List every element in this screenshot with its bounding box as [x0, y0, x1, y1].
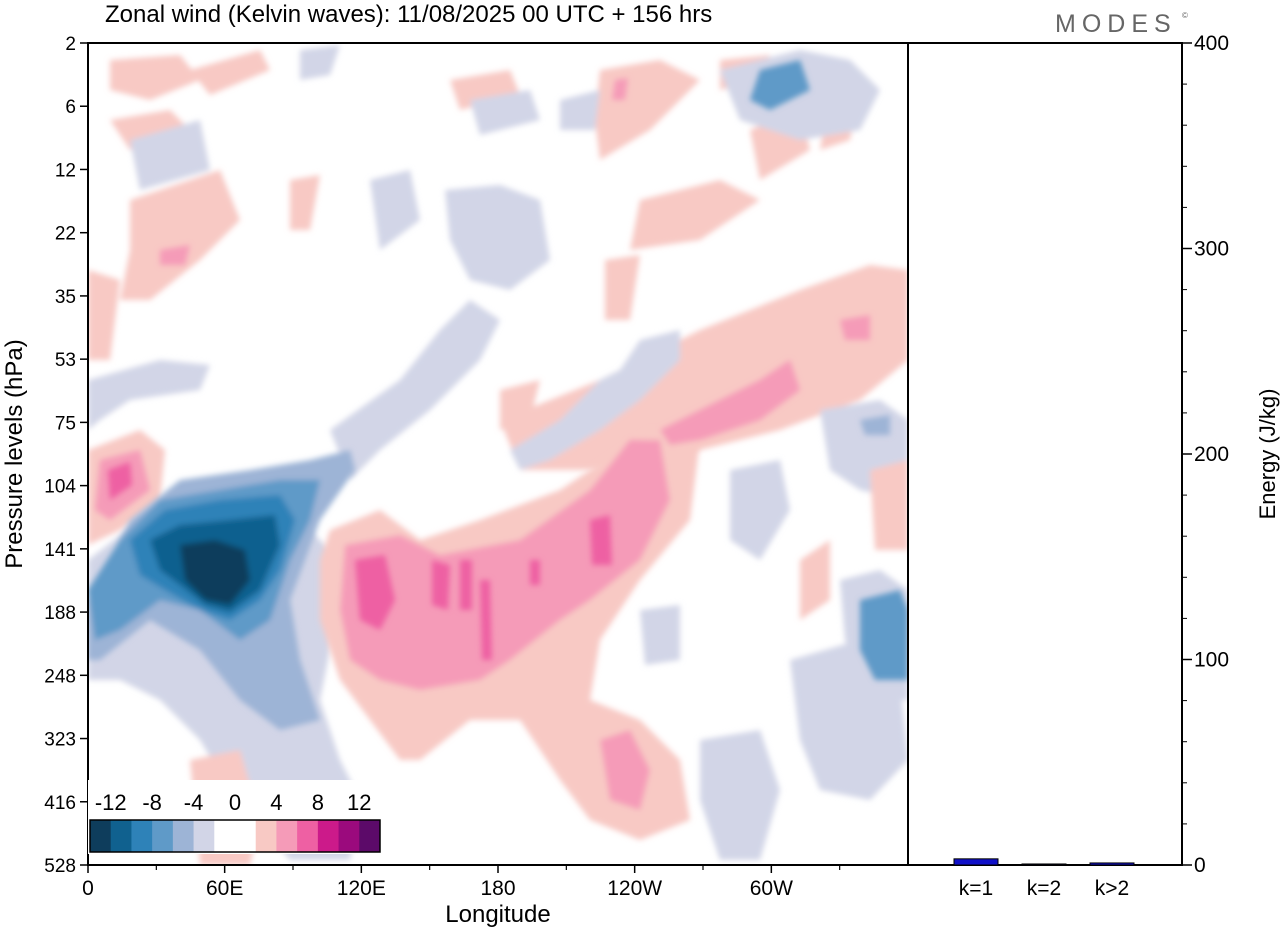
- colorbar: -12 -8 -4 0 4 8 12: [88, 780, 382, 854]
- x-axis-label: Longitude: [445, 901, 550, 928]
- colorbar-swatch: [152, 820, 174, 852]
- energy-axis: 0 100 200 300 400: [1182, 32, 1229, 877]
- y-tick-label: 53: [55, 350, 76, 371]
- colorbar-swatch: [172, 820, 195, 852]
- colorbar-label: 4: [270, 790, 282, 815]
- colorbar-swatch: [193, 820, 215, 852]
- logo-trademark: ©: [1182, 11, 1188, 20]
- x-tick-label: 120E: [337, 877, 386, 900]
- modes-logo: MODES ©: [1055, 10, 1188, 38]
- colorbar-frame: [89, 819, 381, 853]
- x-tick-label: 0: [82, 877, 94, 900]
- colorbar-swatch: [235, 820, 257, 852]
- y-tick-label: 141: [44, 540, 76, 561]
- y-tick-label: 12: [55, 160, 76, 181]
- y-tick-label: 528: [44, 856, 76, 877]
- colorbar-swatch: [297, 820, 319, 852]
- energy-bars: k=1 k=2 k>2: [953, 858, 1135, 900]
- colorbar-label: 0: [229, 790, 241, 815]
- energy-tick-label: 100: [1194, 649, 1229, 672]
- y-tick-label: 35: [55, 287, 76, 308]
- colorbar-swatch: [359, 820, 381, 852]
- colorbar-label: -8: [142, 790, 162, 815]
- energy-bar: [1021, 863, 1067, 866]
- energy-category-label: k=1: [959, 877, 993, 900]
- x-tick-label: 60E: [206, 877, 243, 900]
- colorbar-label: 12: [347, 790, 371, 815]
- colorbar-swatch: [90, 820, 112, 852]
- energy-tick-label: 0: [1194, 854, 1206, 877]
- easterly-anomaly: [88, 60, 908, 730]
- energy-category-label: k>2: [1095, 877, 1129, 900]
- colorbar-swatch: [131, 820, 153, 852]
- energy-panel-frame: [908, 42, 1183, 866]
- energy-bar: [1089, 862, 1135, 866]
- y-tick-label: 188: [44, 603, 76, 624]
- pressure-axis: 2 6 12 22 35 53 75 104 141 188 248 323 416 528: [44, 34, 88, 877]
- y-tick-label: 323: [44, 730, 76, 751]
- energy-category-label: k=2: [1027, 877, 1061, 900]
- energy-tick-label: 200: [1194, 443, 1229, 466]
- colorbar-label: 8: [312, 790, 324, 815]
- colorbar-swatch: [317, 820, 340, 852]
- colorbar-label: -4: [184, 790, 204, 815]
- y-axis-label: Pressure levels (hPa): [1, 339, 28, 568]
- x-tick-label: 60W: [750, 877, 793, 900]
- energy-tick-label: 400: [1194, 32, 1229, 55]
- energy-axis-label: Energy (J/kg): [1255, 389, 1280, 520]
- chart-title: Zonal wind (Kelvin waves): 11/08/2025 00…: [105, 1, 712, 28]
- longitude-axis: 0 60E 120E 180 120W 60W: [82, 865, 841, 900]
- energy-bar: [953, 858, 999, 866]
- y-tick-label: 6: [65, 97, 76, 118]
- colorbar-swatch: [110, 820, 132, 852]
- colorbar-swatch: [276, 820, 298, 852]
- y-tick-label: 416: [44, 793, 76, 814]
- y-tick-label: 104: [44, 477, 76, 498]
- colorbar-swatch: [214, 820, 236, 852]
- x-tick-label: 120W: [607, 877, 662, 900]
- colorbar-swatch: [255, 820, 277, 852]
- y-tick-label: 75: [55, 413, 76, 434]
- contour-field: [88, 43, 908, 865]
- y-tick-label: 248: [44, 666, 76, 687]
- logo-text: MODES: [1055, 10, 1177, 38]
- colorbar-swatch: [338, 820, 360, 852]
- energy-tick-label: 300: [1194, 238, 1229, 261]
- westerly-core: [108, 78, 628, 660]
- y-tick-label: 22: [55, 224, 76, 245]
- colorbar-label: -12: [95, 790, 127, 815]
- x-tick-label: 180: [480, 877, 515, 900]
- y-tick-label: 2: [65, 34, 76, 55]
